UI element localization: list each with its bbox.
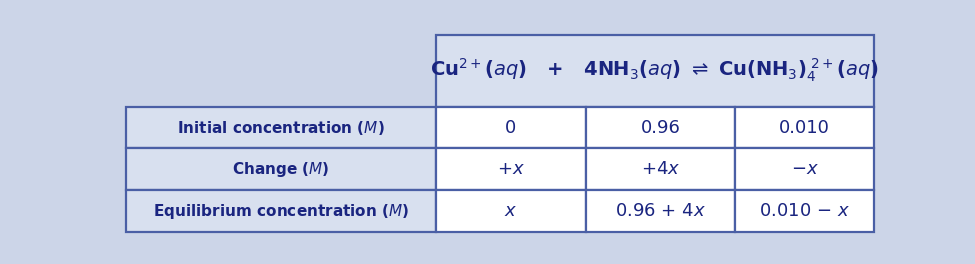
Bar bbox=[586, 148, 735, 190]
Text: 0.010 − $x$: 0.010 − $x$ bbox=[760, 202, 850, 220]
Text: Change ($M$): Change ($M$) bbox=[232, 160, 330, 179]
Text: 0: 0 bbox=[505, 119, 517, 136]
Bar bbox=[436, 35, 874, 107]
Bar bbox=[586, 190, 735, 232]
Bar bbox=[126, 148, 436, 190]
Bar bbox=[126, 190, 436, 232]
Text: Equilibrium concentration ($M$): Equilibrium concentration ($M$) bbox=[153, 201, 409, 220]
Text: 0.96 + 4$x$: 0.96 + 4$x$ bbox=[615, 202, 706, 220]
Text: 0.96: 0.96 bbox=[641, 119, 681, 136]
Bar bbox=[586, 107, 735, 148]
Bar bbox=[126, 107, 436, 148]
Bar bbox=[436, 148, 586, 190]
Text: 0.010: 0.010 bbox=[779, 119, 830, 136]
Bar bbox=[436, 190, 586, 232]
Text: $x$: $x$ bbox=[504, 202, 518, 220]
Bar bbox=[735, 190, 874, 232]
Text: Initial concentration ($M$): Initial concentration ($M$) bbox=[177, 119, 385, 136]
Bar bbox=[735, 148, 874, 190]
Text: +4$x$: +4$x$ bbox=[641, 160, 681, 178]
Bar bbox=[735, 107, 874, 148]
Text: Cu$^{2+}$($aq$)   +   4NH$_3$($aq$) $\rightleftharpoons$ Cu(NH$_3$)$_4^{\ 2+}$($: Cu$^{2+}$($aq$) + 4NH$_3$($aq$) $\rightl… bbox=[430, 57, 879, 84]
Text: −$x$: −$x$ bbox=[791, 160, 818, 178]
Bar bbox=[436, 107, 586, 148]
Text: +$x$: +$x$ bbox=[497, 160, 525, 178]
